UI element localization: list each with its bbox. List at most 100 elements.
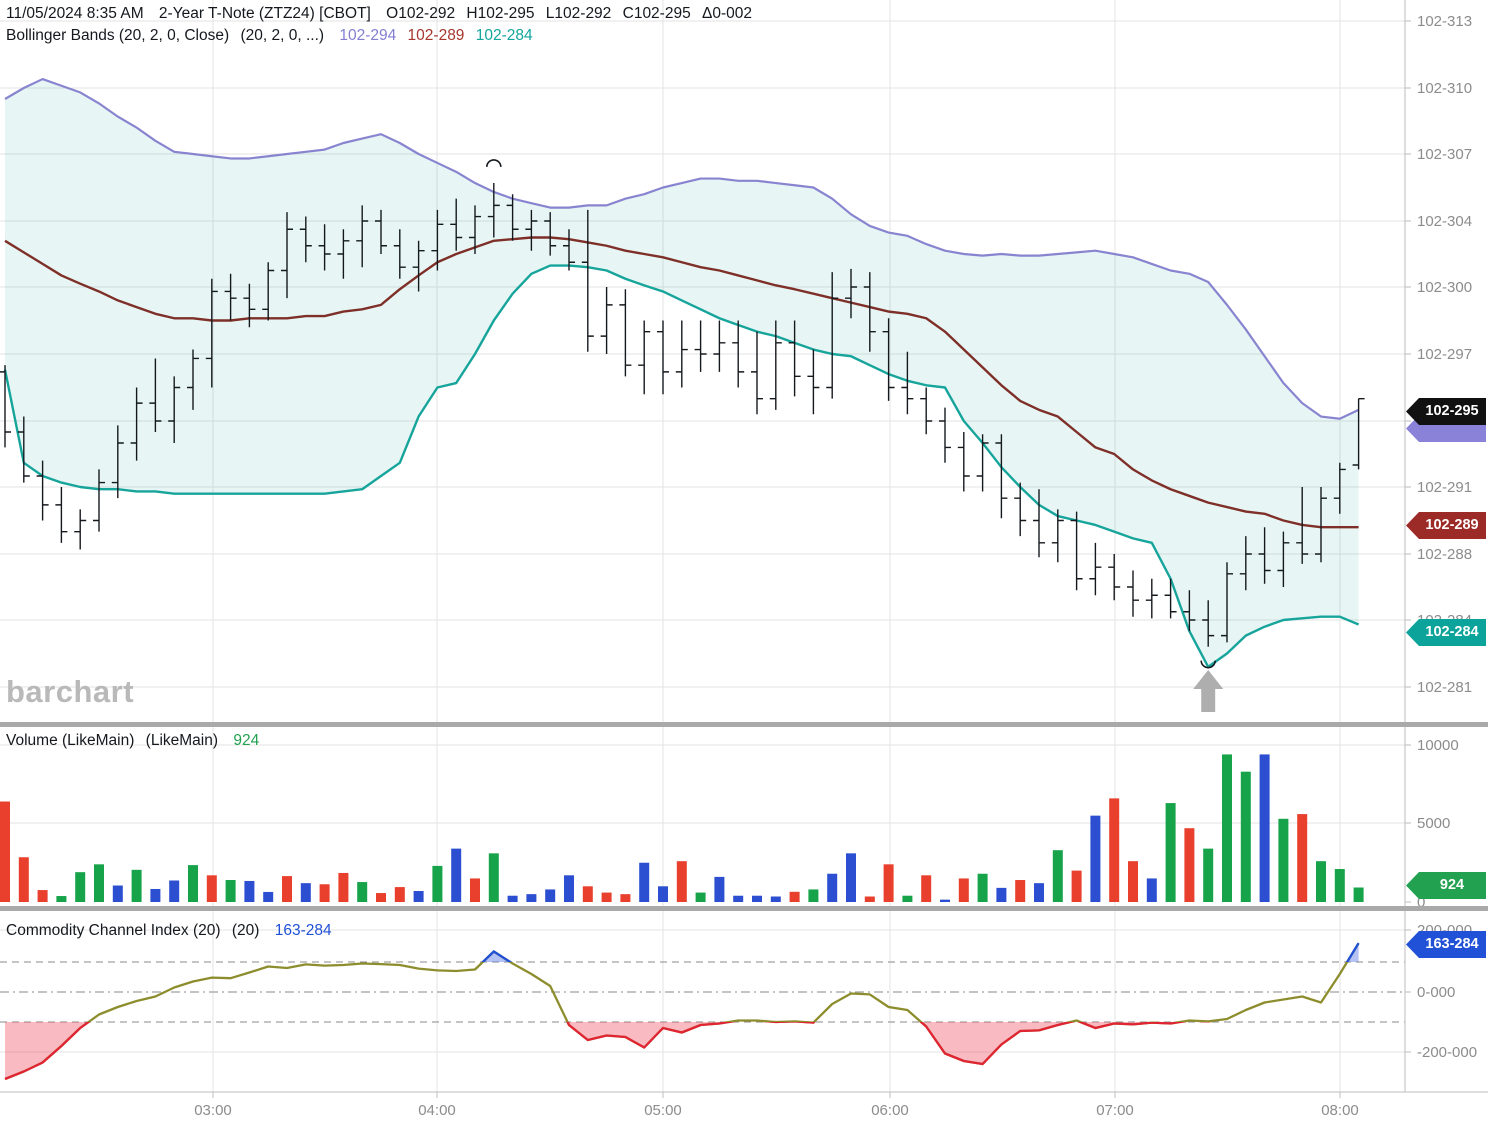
price-bar xyxy=(751,331,763,415)
bollinger-upper-line xyxy=(4,77,1360,420)
price-bar xyxy=(675,320,688,388)
bb-middle-axis-badge: 102-289 xyxy=(1406,512,1486,539)
x-axis-label: 07:00 xyxy=(1096,1102,1134,1119)
bb-lower-axis-badge: 102-284 xyxy=(1406,619,1486,646)
price-bar xyxy=(939,407,951,463)
volume-bar xyxy=(921,875,932,902)
price-axis-label: 102-288 xyxy=(1417,546,1472,563)
volume-params: (LikeMain) xyxy=(145,732,219,749)
price-bar xyxy=(619,289,632,377)
cci-last-value: 163-284 xyxy=(274,922,332,939)
x-axis-label: 08:00 xyxy=(1321,1102,1359,1119)
volume-bar xyxy=(1052,850,1063,902)
price-bar xyxy=(55,487,68,543)
volume-bar xyxy=(1128,861,1138,902)
price-bar xyxy=(412,240,425,292)
up-arrow-marker xyxy=(1193,670,1224,712)
volume-bar xyxy=(958,878,969,902)
price-bar xyxy=(36,460,49,521)
volume-bar xyxy=(1015,880,1026,902)
price-bar xyxy=(957,432,970,492)
price-bar xyxy=(1014,482,1027,537)
study-params: (20, 2, 0, ...) xyxy=(240,27,325,44)
volume-bar xyxy=(940,899,950,902)
volume-bar xyxy=(56,896,67,902)
volume-bar xyxy=(507,895,518,902)
volume-bar xyxy=(1297,814,1308,902)
price-bar xyxy=(1145,578,1158,619)
volume-bar xyxy=(1222,754,1232,902)
volume-bar xyxy=(206,875,217,902)
price-bar xyxy=(525,209,538,251)
volume-bar xyxy=(75,872,86,902)
cci-params: (20) xyxy=(231,922,260,939)
price-bar xyxy=(1239,536,1252,591)
price-bar xyxy=(487,183,500,238)
price-bar xyxy=(356,205,369,268)
price-axis-label: 102-300 xyxy=(1417,279,1472,296)
study-legend[interactable]: Bollinger Bands (20, 2, 0, Close) (20, 2… xyxy=(6,27,544,45)
price-bar xyxy=(845,268,857,319)
price-bar xyxy=(901,351,914,415)
price-bar xyxy=(1164,578,1177,619)
cci-line-overbought xyxy=(481,942,1360,962)
price-bar xyxy=(149,358,162,432)
price-bar xyxy=(1315,487,1327,563)
volume-bar xyxy=(564,875,574,902)
price-axis-label: 102-307 xyxy=(1417,146,1472,163)
price-axis-label: 102-297 xyxy=(1417,346,1472,363)
price-bar xyxy=(1221,562,1233,643)
price-bar xyxy=(1051,509,1064,563)
volume-bar xyxy=(1259,754,1270,902)
volume-bar xyxy=(846,853,856,902)
cci-title: Commodity Channel Index (20) xyxy=(6,922,221,939)
price-bar xyxy=(262,262,275,321)
price-bar xyxy=(450,198,463,251)
volume-bar xyxy=(1240,771,1251,902)
volume-bar xyxy=(451,848,462,902)
volume-bar xyxy=(1034,883,1044,902)
price-bar xyxy=(337,229,350,279)
volume-bar xyxy=(601,892,612,902)
volume-bar xyxy=(413,891,424,902)
barchart-logo: barchart xyxy=(6,674,135,709)
last-price-axis-badge: 102-295 xyxy=(1406,398,1486,425)
study-middle-value: 102-289 xyxy=(407,27,465,44)
symbol-name: 2-Year T-Note (ZTZ24) [CBOT] xyxy=(158,5,371,22)
panel-divider[interactable] xyxy=(0,722,1488,727)
volume-bar xyxy=(808,889,819,902)
volume-bar xyxy=(1109,798,1120,902)
price-bar xyxy=(375,209,387,254)
volume-bar xyxy=(996,887,1007,902)
volume-bar xyxy=(112,885,123,902)
price-bar xyxy=(920,387,933,435)
price-bar xyxy=(1108,554,1121,601)
price-bar xyxy=(788,320,801,397)
price-axis-label: 102-310 xyxy=(1417,80,1472,97)
price-bar xyxy=(168,376,181,443)
volume-bar xyxy=(1334,869,1345,902)
price-bar xyxy=(882,318,895,401)
cci-line xyxy=(4,942,1360,1081)
cci-legend[interactable]: Commodity Channel Index (20) (20) 163-28… xyxy=(6,922,343,940)
cci-line-oversold xyxy=(4,1022,1213,1081)
price-bar xyxy=(863,272,876,352)
quote-timestamp: 11/05/2024 8:35 AM xyxy=(6,5,144,22)
price-bar xyxy=(995,434,1008,519)
price-bar xyxy=(638,320,651,395)
panel-divider[interactable] xyxy=(0,906,1488,911)
cci-axis-label: 0-000 xyxy=(1417,984,1455,1001)
volume-bar xyxy=(1316,861,1326,902)
price-bar xyxy=(563,229,575,271)
volume-bar xyxy=(37,890,48,902)
x-axis-label: 05:00 xyxy=(644,1102,682,1119)
price-bar xyxy=(281,212,293,299)
volume-axis-label: 5000 xyxy=(1417,815,1450,832)
price-bar xyxy=(205,278,218,388)
price-bar xyxy=(93,469,105,532)
bollinger-band-fill xyxy=(5,79,1359,667)
volume-legend[interactable]: Volume (LikeMain) (LikeMain) 924 xyxy=(6,732,270,750)
volume-bar xyxy=(300,883,311,902)
price-bar xyxy=(1202,600,1215,647)
